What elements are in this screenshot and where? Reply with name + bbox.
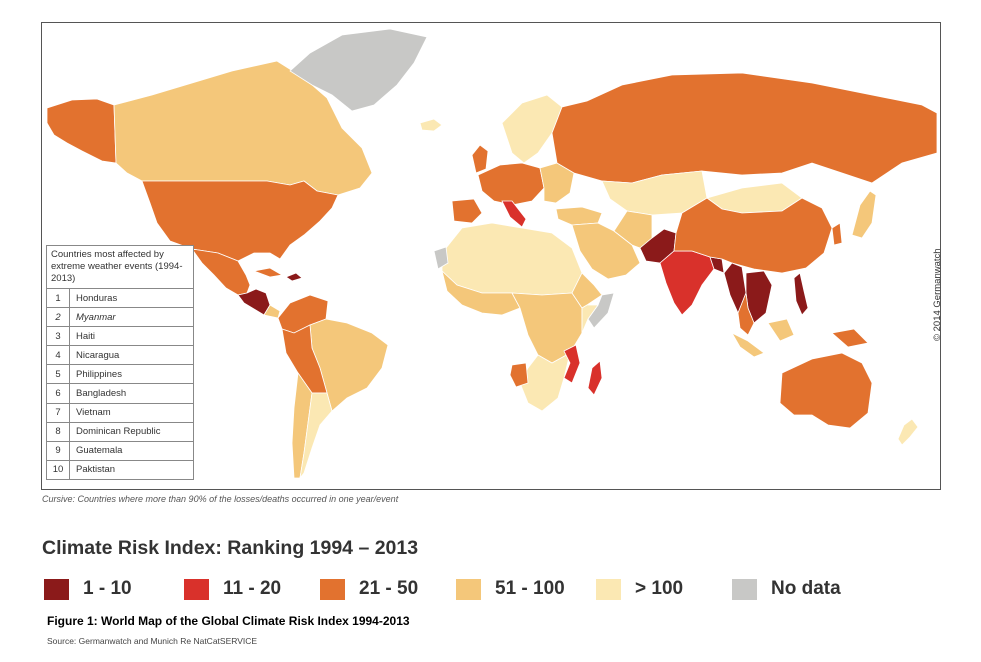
region-thailand — [737, 291, 755, 336]
rank-country: Myanmar — [76, 311, 116, 323]
rank-country: Honduras — [76, 292, 118, 304]
ranking-row: 6 Bangladesh — [47, 383, 193, 403]
legend-item-1-10: 1 - 10 — [44, 577, 132, 601]
rank-number: 7 — [47, 403, 70, 422]
rank-number: 3 — [47, 327, 70, 346]
ranking-row: 1 Honduras — [47, 288, 193, 308]
rank-number: 10 — [47, 460, 70, 479]
ranking-heading: Countries most affected by extreme weath… — [51, 249, 183, 284]
region-east-africa — [581, 304, 599, 334]
legend-label: 1 - 10 — [83, 578, 132, 599]
region-new-zealand — [897, 418, 919, 446]
rank-number: 5 — [47, 365, 70, 384]
legend-swatch — [456, 578, 481, 600]
region-namibia — [509, 362, 529, 388]
rank-country: Nicaragua — [76, 349, 120, 361]
region-italy — [501, 200, 527, 228]
legend-swatch — [320, 578, 345, 600]
legend-item-11-20: 11 - 20 — [184, 577, 281, 601]
legend-swatch — [184, 578, 209, 600]
rank-country: Vietnam — [76, 407, 111, 419]
ranking-row: 2 Myanmar — [47, 307, 193, 327]
region-philippines — [793, 272, 809, 316]
region-iceland — [419, 118, 443, 132]
region-alaska — [46, 98, 117, 164]
legend-label: 11 - 20 — [223, 578, 282, 599]
region-argentina — [299, 392, 333, 480]
region-china — [673, 197, 833, 274]
copyright-label: © 2014 Germanwatch — [932, 248, 941, 341]
rank-country: Haiti — [76, 330, 96, 342]
region-russia — [551, 72, 938, 184]
region-india — [659, 250, 715, 316]
legend-title: Climate Risk Index: Ranking 1994 – 2013 — [42, 537, 419, 559]
region-korea — [831, 222, 843, 246]
rank-number: 4 — [47, 346, 70, 365]
region-western-europe — [477, 162, 545, 206]
region-north-africa — [441, 222, 583, 296]
cursive-note: Cursive: Countries where more than 90% o… — [42, 494, 399, 504]
region-iberia — [451, 198, 483, 224]
rank-country: Dominican Republic — [76, 426, 161, 438]
region-new-guinea — [831, 328, 869, 348]
source-line: Source: Germanwatch and Munich Re NatCat… — [47, 636, 258, 646]
ranking-row: 4 Nicaragua — [47, 345, 193, 365]
region-peru-bolivia — [281, 324, 328, 394]
rank-number: 6 — [47, 384, 70, 403]
rank-country: Guatemala — [76, 445, 123, 457]
ranking-row: 10 Paktistan — [47, 459, 193, 479]
region-madagascar — [587, 360, 603, 396]
legend-item-21-50: 21 - 50 — [320, 577, 418, 601]
region-scandinavia — [501, 94, 563, 164]
rank-number: 2 — [47, 308, 70, 327]
region-hispaniola — [285, 272, 303, 282]
region-western-sahara — [433, 246, 449, 270]
rank-country: Philippines — [76, 368, 122, 380]
ranking-row: 9 Guatemala — [47, 440, 193, 460]
ranking-row: 8 Dominican Republic — [47, 421, 193, 441]
rank-number: 9 — [47, 441, 70, 460]
legend-label: 21 - 50 — [359, 578, 419, 599]
region-turkey — [555, 206, 603, 226]
region-west-africa — [441, 269, 521, 316]
region-panama — [263, 304, 281, 319]
rank-country: Bangladesh — [76, 388, 127, 400]
ranking-row: 3 Haiti — [47, 326, 193, 346]
rank-country: Paktistan — [76, 464, 116, 476]
rank-number: 1 — [47, 289, 70, 308]
legend-item-51-100: 51 - 100 — [456, 577, 565, 601]
legend-swatch — [732, 578, 757, 600]
region-australia — [779, 352, 873, 429]
rank-number: 8 — [47, 422, 70, 441]
ranking-row: 5 Philippines — [47, 364, 193, 384]
region-japan — [851, 190, 877, 239]
world-map-svg — [46, 28, 938, 480]
world-map: © 2014 Germanwatch Countries most affect… — [41, 22, 941, 490]
region-indonesia-east — [767, 318, 795, 342]
legend-swatch — [44, 578, 69, 600]
region-cuba — [252, 267, 284, 278]
ranking-row: 7 Vietnam — [47, 402, 193, 422]
legend-label: > 100 — [635, 578, 684, 599]
region-middle-east — [571, 222, 641, 280]
figure-caption: Figure 1: World Map of the Global Climat… — [47, 614, 410, 628]
region-uk — [471, 144, 489, 174]
ranking-table: Countries most affected by extreme weath… — [46, 245, 194, 480]
legend-item-no-data: No data — [732, 577, 841, 601]
legend-label: 51 - 100 — [495, 578, 565, 599]
legend-label: No data — [771, 578, 841, 599]
region-indonesia-west — [730, 332, 765, 358]
region-greenland — [289, 28, 428, 112]
region-mozambique — [563, 344, 581, 384]
legend-item-over-100: > 100 — [596, 577, 683, 601]
legend-swatch — [596, 578, 621, 600]
